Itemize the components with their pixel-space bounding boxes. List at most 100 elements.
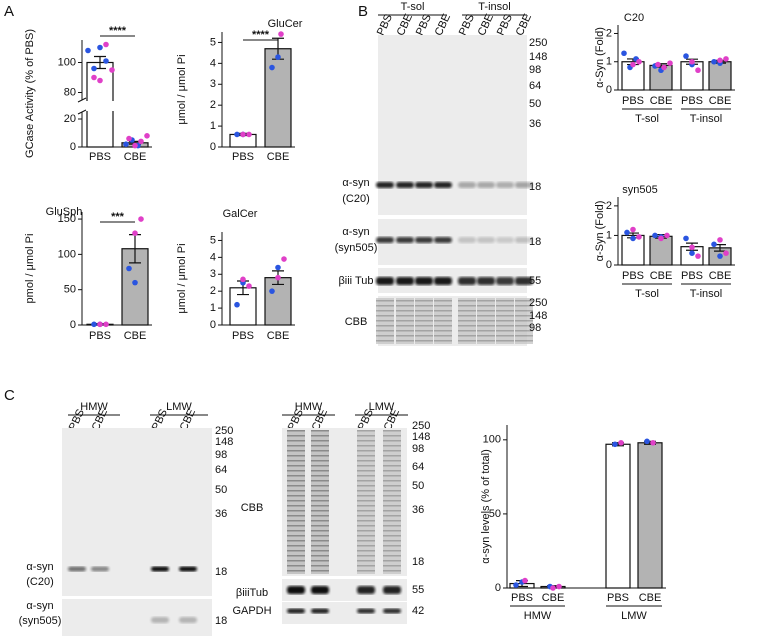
cbb-lane [496, 298, 514, 344]
blot-row-label: α-syn [342, 177, 369, 189]
data-point [621, 50, 627, 57]
cbb-lane [477, 298, 495, 344]
y-tick-label: 3 [210, 268, 216, 280]
y-tick-label: 5 [210, 36, 216, 48]
blot-band [415, 237, 433, 243]
y-tick-label: 1 [606, 56, 612, 68]
mw-marker: 50 [529, 98, 541, 110]
mw-marker: 98 [215, 449, 227, 461]
blot-row-label: α-syn [26, 600, 53, 612]
data-point [661, 64, 667, 71]
data-point [240, 276, 246, 283]
data-point [630, 235, 636, 242]
mw-marker: 50 [412, 480, 424, 492]
blot-band [287, 586, 305, 594]
y-tick-label: 0 [210, 319, 216, 331]
mw-marker: 250 [412, 420, 430, 432]
bar [264, 48, 292, 148]
mw-marker: 98 [529, 322, 541, 334]
blot-band [396, 237, 414, 243]
x-tick-label: CBE [124, 330, 147, 342]
x-tick-label: CBE [639, 592, 662, 604]
significance-label: **** [109, 25, 127, 37]
lane-label: CBE [514, 12, 534, 38]
mw-marker: 18 [529, 181, 541, 193]
cbb-lane [434, 298, 452, 344]
data-point [652, 232, 658, 239]
data-point [717, 253, 723, 259]
y-tick-label: 4 [210, 251, 216, 263]
blot-band [383, 608, 401, 614]
cbb-lane [515, 298, 533, 344]
y-tick-label: 0 [495, 582, 501, 594]
data-point [275, 264, 281, 271]
blot-band [151, 566, 169, 572]
axis-break [83, 101, 153, 111]
blot-band [458, 277, 476, 285]
blot-band [396, 182, 414, 188]
data-point [246, 283, 252, 289]
mw-marker: 148 [412, 431, 430, 443]
data-point [132, 142, 138, 149]
y-tick-label: 80 [64, 86, 76, 98]
blot-band [151, 617, 169, 623]
bar [637, 442, 663, 589]
y-tick-label: 50 [489, 508, 501, 520]
mw-marker: 18 [412, 556, 424, 568]
data-point [711, 58, 717, 65]
mw-marker: 42 [412, 605, 424, 617]
blot-header: HMW [80, 401, 108, 413]
data-point [683, 235, 689, 242]
data-point [123, 141, 129, 147]
blot-band [515, 237, 533, 243]
data-point [683, 53, 689, 59]
blot-band [376, 237, 394, 243]
mw-marker: 36 [412, 504, 424, 516]
mw-marker: 250 [529, 37, 547, 49]
data-point [717, 57, 723, 64]
blot-band [68, 566, 86, 572]
data-point [522, 577, 528, 584]
x-tick-label: PBS [89, 330, 111, 342]
blot-header: T-insol [478, 1, 510, 13]
panel-label: B [358, 3, 368, 20]
data-point [612, 441, 618, 448]
data-point [717, 237, 723, 243]
y-axis-label: pmol / μmol Pi [24, 234, 36, 304]
lane-label: PBS [495, 12, 515, 37]
data-point [275, 274, 281, 281]
mw-marker: 18 [215, 615, 227, 627]
data-point [269, 288, 275, 294]
x-tick-label: PBS [232, 151, 254, 163]
data-point [723, 56, 729, 62]
y-tick-label: 2 [210, 99, 216, 111]
blot-strip [282, 579, 407, 601]
data-point [689, 250, 695, 256]
x-tick-label: PBS [681, 95, 703, 107]
data-point [234, 301, 240, 308]
y-tick-label: 2 [606, 27, 612, 39]
blot-band [477, 237, 495, 243]
x-tick-label: PBS [622, 270, 644, 282]
y-tick-label: 0 [606, 84, 612, 96]
cbb-lane [396, 298, 414, 344]
data-point [723, 250, 729, 256]
blot-row-label: βiii Tub [338, 275, 373, 287]
data-point [97, 321, 103, 328]
group-label: T-sol [635, 288, 659, 300]
blot-header: HMW [295, 401, 323, 413]
data-point [234, 131, 240, 138]
blot-strip [282, 602, 407, 624]
cbb-lane [458, 298, 476, 344]
y-tick-label: 2 [210, 285, 216, 297]
blot-band [477, 182, 495, 188]
blot-band [458, 237, 476, 243]
cbb-lane [311, 430, 329, 574]
blot-band [496, 277, 514, 285]
panel-label: C [4, 387, 15, 404]
data-point [650, 439, 656, 446]
chart-title: GalCer [223, 208, 258, 220]
y-tick-label: 1 [210, 302, 216, 314]
blot-band [179, 566, 197, 572]
cbb-lane [376, 298, 394, 344]
